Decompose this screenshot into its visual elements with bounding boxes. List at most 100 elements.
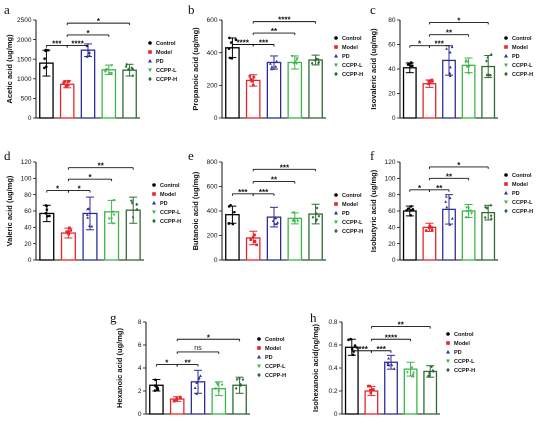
data-point <box>406 207 410 210</box>
data-point <box>392 367 396 370</box>
legend-label-ccpp-l: CCPP-L <box>156 68 177 74</box>
data-point <box>231 222 235 226</box>
legend-label-pd: PD <box>342 54 350 60</box>
data-point <box>272 67 276 70</box>
y-tick-label: 0 <box>28 257 32 264</box>
panel-letter-d: d <box>4 148 11 163</box>
significance-bracket: ** <box>67 162 134 171</box>
data-point <box>450 45 454 49</box>
legend-marker-ccpp-l <box>446 359 450 364</box>
bar-group-ccpp-l <box>287 211 303 261</box>
bar-ccpp-l <box>461 210 476 261</box>
data-point <box>485 206 489 210</box>
legend: Control Model PD CCPP-L CCPP-H <box>334 193 363 235</box>
legend-label-ccpp-h: CCPP-H <box>265 373 286 379</box>
significance-label: * <box>86 29 90 38</box>
bar-group-pd <box>190 369 206 415</box>
significance-label: ** <box>271 176 278 185</box>
y-axis-title: Hexanoic acid (ug/mg) <box>115 327 124 408</box>
data-point <box>85 213 89 216</box>
bar-group-ccpp-h <box>232 376 247 415</box>
data-point <box>274 65 278 68</box>
data-point <box>105 68 108 71</box>
legend-marker-ccpp-l <box>504 200 508 205</box>
legend-label-ccpp-l: CCPP-L <box>512 200 533 206</box>
data-point <box>199 374 202 378</box>
data-point <box>368 388 372 392</box>
data-point <box>353 344 357 347</box>
data-point <box>317 57 320 62</box>
y-tick-label: 2500 <box>17 17 32 24</box>
data-point <box>252 75 256 79</box>
legend-marker-control <box>257 337 261 341</box>
data-point <box>88 224 91 228</box>
legend-label-control: Control <box>512 36 532 42</box>
data-point <box>275 222 279 226</box>
significance-label: **** <box>237 39 250 48</box>
data-point <box>233 210 236 214</box>
legend-marker-ccpp-l <box>148 68 152 73</box>
data-point <box>467 207 471 210</box>
significance-bracket: * <box>67 173 113 182</box>
bar-model <box>59 83 75 119</box>
legend-label-pd: PD <box>512 191 520 197</box>
bar-pd <box>80 49 96 119</box>
data-point <box>63 80 67 83</box>
bar-group-control <box>402 61 417 119</box>
y-tick-label: 6 <box>138 342 142 349</box>
significance-bracket: * <box>66 29 110 38</box>
legend: Control Model PD CCPP-L CCPP-H <box>504 36 533 78</box>
data-point <box>195 392 199 395</box>
significance-bracket: * <box>176 333 241 342</box>
data-point <box>234 38 238 42</box>
legend-label-pd: PD <box>342 211 350 217</box>
data-point <box>445 205 449 209</box>
significance-bracket: * <box>66 17 131 26</box>
data-point <box>127 67 130 71</box>
legend-label-pd: PD <box>156 59 164 65</box>
significance-label: **** <box>355 345 368 354</box>
data-point <box>467 72 471 75</box>
legend-marker-model <box>152 192 156 196</box>
legend-label-ccpp-l: CCPP-L <box>265 364 286 370</box>
significance-bracket: *** <box>428 40 450 49</box>
data-point <box>411 373 415 377</box>
data-point <box>405 209 408 212</box>
legend-marker-ccpp-l <box>334 63 338 68</box>
data-point <box>239 382 243 386</box>
panel-letter-g: g <box>110 310 117 325</box>
significance-bracket: ** <box>370 321 431 330</box>
y-axis-title: Isobutyric acid (ug/mg) <box>369 169 378 252</box>
data-point <box>64 85 68 88</box>
y-tick-label: 80 <box>388 192 396 199</box>
data-point <box>44 212 47 215</box>
bar-model <box>422 83 437 119</box>
bar-group-pd <box>266 55 282 119</box>
y-tick-label: 400 <box>207 50 218 57</box>
significance-label: * <box>56 185 60 194</box>
y-tick-label: 2000 <box>17 37 32 44</box>
legend-marker-pd <box>334 210 338 215</box>
data-point <box>66 84 70 87</box>
legend-marker-ccpp-l <box>334 220 338 225</box>
bar-group-control <box>149 378 164 415</box>
significance-label: *** <box>280 163 290 172</box>
legend-marker-pd <box>152 200 156 205</box>
significance-bracket: **** <box>252 16 317 25</box>
data-point <box>131 74 135 78</box>
data-point <box>227 47 231 50</box>
y-axis-title: Propanoic acid (ug/mg) <box>191 27 200 111</box>
data-point <box>228 36 231 40</box>
bar-ccpp-l <box>287 61 303 119</box>
data-point <box>448 223 452 226</box>
data-point <box>88 54 92 57</box>
bar-group-ccpp-h <box>481 52 496 119</box>
significance-bracket: *** <box>231 188 254 197</box>
legend: Control Model PD CCPP-L CCPP-H <box>257 337 286 379</box>
significance-bracket: **** <box>351 345 372 354</box>
legend-label-control: Control <box>512 173 532 179</box>
legend: Control Model PD CCPP-L CCPP-H <box>446 332 475 374</box>
significance-label: *** <box>259 39 269 48</box>
data-point <box>465 65 469 69</box>
